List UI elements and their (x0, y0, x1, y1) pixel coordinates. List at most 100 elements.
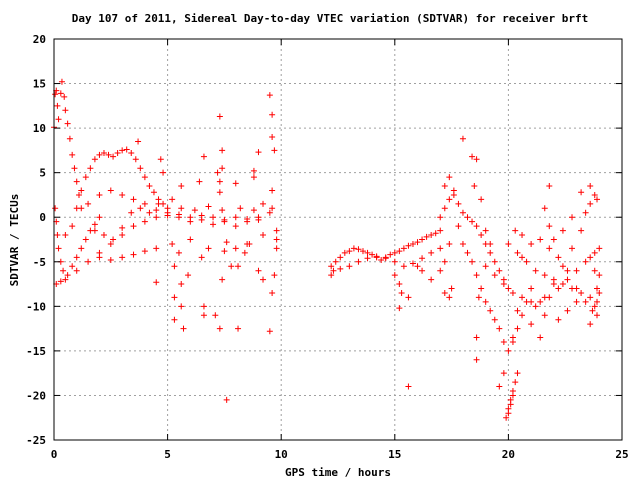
data-point (141, 248, 148, 255)
data-point (178, 303, 185, 310)
data-point (541, 312, 548, 319)
data-point (512, 227, 519, 234)
data-point (64, 272, 71, 279)
data-point (153, 214, 160, 221)
x-tick-label: 20 (502, 448, 515, 461)
data-point (509, 289, 516, 296)
data-point (130, 196, 137, 203)
data-point (61, 93, 68, 100)
data-point (91, 227, 98, 234)
data-point (559, 281, 566, 288)
y-tick-label: -25 (26, 434, 46, 447)
data-point (378, 256, 385, 263)
data-point (169, 196, 176, 203)
data-point (519, 312, 526, 319)
data-point (216, 325, 223, 332)
data-point (160, 169, 167, 176)
plot-frame (53, 38, 623, 441)
data-point (473, 156, 480, 163)
data-point (212, 312, 219, 319)
data-point (355, 246, 362, 253)
data-point (350, 245, 357, 252)
data-point (459, 135, 466, 142)
data-point (537, 298, 544, 305)
data-point (419, 255, 426, 262)
data-point (519, 254, 526, 261)
y-tick-label: 0 (39, 211, 46, 224)
data-point (409, 240, 416, 247)
data-point (100, 150, 107, 157)
data-point (537, 236, 544, 243)
data-point (419, 267, 426, 274)
data-point (514, 325, 521, 332)
x-tick-label: 10 (275, 448, 288, 461)
data-point (328, 263, 335, 270)
data-point (473, 356, 480, 363)
data-point (496, 267, 503, 274)
data-point (269, 111, 276, 118)
data-point (221, 218, 228, 225)
data-point (482, 263, 489, 270)
data-point (52, 205, 59, 212)
data-point (60, 267, 67, 274)
data-point (478, 196, 485, 203)
data-point (594, 298, 601, 305)
data-point (400, 263, 407, 270)
data-point (185, 272, 192, 279)
data-point (198, 216, 205, 223)
y-tick-label: -15 (26, 345, 46, 358)
data-point (196, 178, 203, 185)
data-point (87, 165, 94, 172)
data-point (250, 167, 257, 174)
data-point (219, 207, 226, 214)
data-point (391, 249, 398, 256)
grid (54, 39, 622, 440)
data-point (216, 113, 223, 120)
data-point (271, 147, 278, 154)
data-point (346, 263, 353, 270)
data-point (237, 205, 244, 212)
data-point (578, 289, 585, 296)
data-point (587, 254, 594, 261)
data-point (332, 258, 339, 265)
data-point (73, 254, 80, 261)
data-point (550, 236, 557, 243)
data-point (232, 223, 239, 230)
data-point (591, 249, 598, 256)
data-point (266, 328, 273, 335)
data-point (232, 214, 239, 221)
data-point (537, 334, 544, 341)
data-point (91, 221, 98, 228)
data-point (107, 240, 114, 247)
data-point (205, 203, 212, 210)
data-point (55, 245, 62, 252)
data-point (523, 258, 530, 265)
data-point (73, 178, 80, 185)
data-point (450, 187, 457, 194)
data-point (589, 307, 596, 314)
y-tick-label: 5 (39, 167, 46, 180)
data-point (346, 248, 353, 255)
data-point (546, 245, 553, 252)
data-point (396, 305, 403, 312)
y-tick-label: -20 (26, 389, 46, 402)
data-point (564, 276, 571, 283)
data-point (62, 232, 69, 239)
data-point (564, 267, 571, 274)
data-point (216, 189, 223, 196)
data-point (496, 325, 503, 332)
data-point (582, 258, 589, 265)
data-point (459, 240, 466, 247)
data-point (57, 90, 64, 97)
chart-title: Day 107 of 2011, Sidereal Day-to-day VTE… (72, 12, 589, 25)
data-point (478, 232, 485, 239)
data-point (437, 227, 444, 234)
data-point (573, 285, 580, 292)
data-point (271, 272, 278, 279)
data-point (119, 191, 126, 198)
data-point (473, 223, 480, 230)
y-axis-ticks: 20 15 10 5 0 -5 -10 -15 -20 -25 (26, 33, 622, 447)
data-point (337, 254, 344, 261)
data-point (391, 258, 398, 265)
data-point (587, 183, 594, 190)
